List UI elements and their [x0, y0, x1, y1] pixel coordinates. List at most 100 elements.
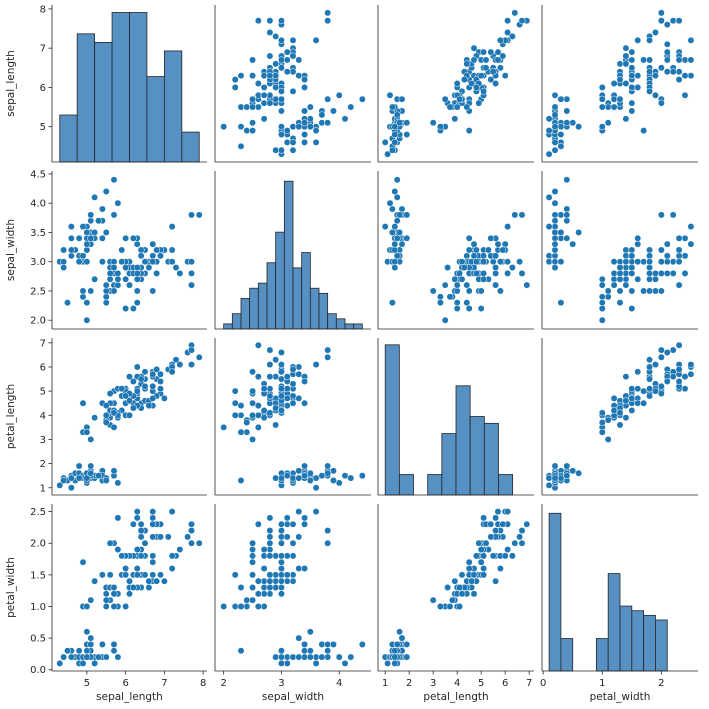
scatter-point [451, 577, 459, 585]
scatter-point [492, 527, 500, 535]
scatter-point [318, 111, 326, 119]
scatter-point [295, 363, 303, 371]
scatter-point [628, 56, 636, 64]
scatter-point [391, 223, 399, 231]
scatter-point [463, 60, 471, 68]
scatter-point [557, 234, 565, 242]
scatter-point [312, 659, 320, 667]
scatter-point [551, 264, 559, 272]
scatter-point [646, 363, 653, 371]
scatter-point [277, 558, 285, 566]
scatter-point [102, 419, 110, 426]
scatter-point [347, 103, 355, 111]
scatter-point [446, 603, 454, 610]
scatter-point [110, 423, 118, 431]
scatter-point [499, 246, 507, 254]
scatter-point [254, 520, 262, 528]
scatter-point [114, 281, 122, 289]
scatter-point [60, 246, 68, 254]
scatter-point [129, 520, 137, 528]
scatter-point [272, 72, 280, 80]
scatter-point [149, 552, 157, 560]
scatter-point [487, 533, 495, 541]
scatter-point [114, 275, 122, 283]
scatter-point [622, 281, 630, 289]
scatter-point [496, 565, 504, 572]
scatter-point [295, 508, 303, 516]
scatter-point [266, 392, 274, 400]
scatter-point [335, 91, 343, 99]
scatter-point [266, 373, 274, 381]
scatter-point [681, 373, 689, 381]
scatter-point [254, 411, 262, 419]
scatter-point [188, 269, 195, 277]
scatter-point [237, 647, 245, 655]
scatter-point [79, 293, 87, 301]
scatter-point [675, 252, 683, 260]
scatter-point [56, 481, 64, 489]
scatter-point [188, 346, 195, 354]
scatter-point [153, 365, 161, 373]
scatter-point [160, 577, 168, 585]
scatter-point [634, 399, 642, 407]
scatter-point [67, 484, 75, 492]
hist-bar-sepal_width [292, 267, 303, 330]
scatter-point [604, 287, 612, 295]
scatter-point [110, 176, 118, 184]
scatter-point [622, 275, 630, 283]
scatter-point [675, 378, 683, 385]
scatter-point [249, 399, 257, 407]
scatter-point [133, 275, 141, 283]
scatter-point [551, 103, 559, 111]
scatter-point [87, 462, 95, 470]
scatter-point [243, 103, 251, 111]
scatter-point [266, 552, 274, 560]
panel-sepal_length-vs-sepal_width [214, 5, 371, 163]
scatter-point [398, 205, 406, 213]
hist-bar-petal_length [455, 385, 471, 496]
scatter-point [663, 68, 671, 76]
hist-bar-petal_width [619, 605, 633, 672]
scatter-point [110, 590, 118, 598]
scatter-point [301, 107, 309, 115]
scatter-point [640, 387, 648, 395]
scatter-point [318, 119, 326, 127]
scatter-point [102, 188, 110, 195]
scatter-point [465, 565, 473, 572]
scatter-point [652, 287, 659, 295]
scatter-point [102, 477, 110, 484]
hist-bar-petal_length [384, 344, 400, 496]
x-tick-label: 2 [406, 678, 412, 689]
scatter-point [289, 399, 297, 407]
scatter-point [634, 234, 642, 242]
scatter-point [176, 361, 184, 369]
scatter-point [301, 520, 309, 528]
scatter-point [122, 571, 130, 579]
scatter-point [441, 316, 449, 324]
scatter-point [137, 375, 145, 383]
scatter-point [393, 640, 401, 648]
scatter-point [312, 138, 320, 146]
scatter-point [87, 596, 95, 604]
scatter-point [289, 380, 297, 388]
scatter-point [663, 349, 671, 356]
scatter-point [681, 252, 689, 260]
hist-bar-petal_width [643, 614, 656, 672]
scatter-point [254, 423, 262, 431]
scatter-point [396, 211, 404, 219]
scatter-point [494, 48, 502, 56]
scatter-point [598, 409, 606, 417]
scatter-point [149, 520, 157, 528]
scatter-point [83, 258, 91, 266]
scatter-point [640, 127, 648, 135]
scatter-point [306, 628, 314, 636]
scatter-point [260, 72, 268, 80]
scatter-point [616, 275, 624, 283]
scatter-point [277, 361, 285, 369]
y-tick-label: 4 [40, 411, 46, 422]
scatter-point [610, 258, 618, 266]
scatter-point [557, 123, 565, 131]
scatter-point [277, 56, 285, 64]
scatter-point [551, 123, 559, 131]
scatter-point [575, 228, 583, 236]
